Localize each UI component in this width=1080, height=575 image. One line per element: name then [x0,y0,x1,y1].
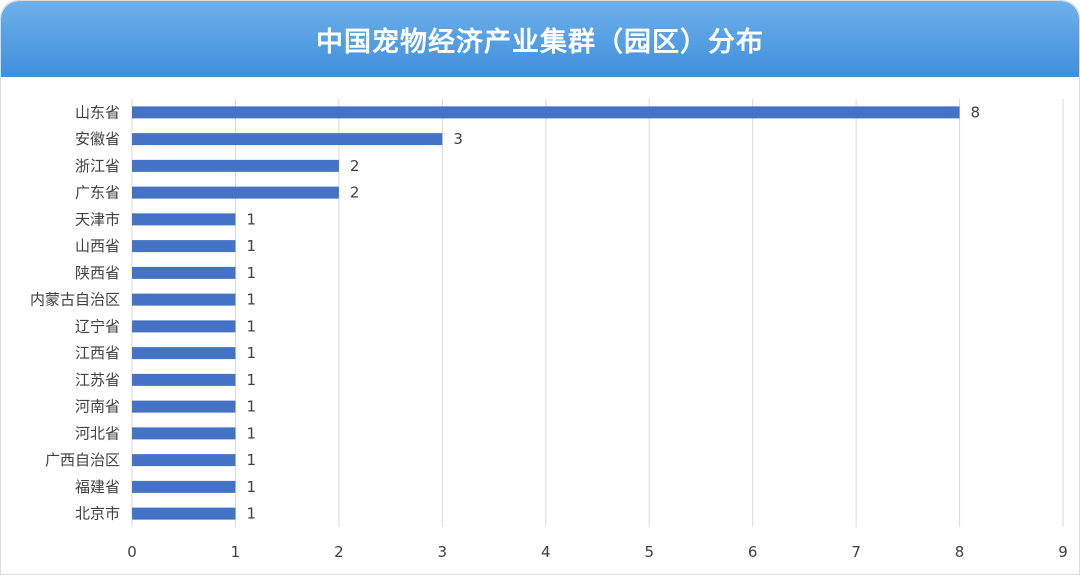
category-label: 广西自治区 [45,451,120,469]
category-label: 安徽省 [75,130,120,148]
bar [132,266,236,279]
x-tick-label: 7 [851,543,861,561]
category-label: 辽宁省 [75,317,120,335]
x-tick-label: 8 [955,543,965,561]
data-label: 1 [246,451,256,469]
category-label: 河北省 [75,424,120,442]
x-tick-label: 5 [644,543,654,561]
data-label: 1 [246,291,256,309]
bar [132,507,236,520]
x-tick-label: 2 [334,543,344,561]
category-label: 江苏省 [75,371,120,389]
category-label: 内蒙古自治区 [30,291,120,309]
bar [132,480,236,493]
bar [132,347,236,360]
data-label: 1 [246,237,256,255]
x-tick-label: 3 [438,543,448,561]
category-label: 陕西省 [75,264,120,282]
x-tick-label: 0 [127,543,137,561]
bar [132,373,236,386]
category-label: 广东省 [75,184,120,202]
category-labels: 山东省安徽省浙江省广东省天津市山西省陕西省内蒙古自治区辽宁省江西省江苏省河南省河… [30,103,120,522]
category-label: 山西省 [75,237,120,255]
data-label: 1 [246,344,256,362]
data-label: 1 [246,505,256,523]
bar [132,454,236,467]
category-label: 河南省 [75,398,120,416]
x-tick-label: 4 [541,543,551,561]
bar [132,400,236,413]
x-tick-label: 1 [231,543,241,561]
bar [132,320,236,333]
data-label: 3 [453,130,463,148]
bar [132,293,236,306]
data-label: 2 [350,184,360,202]
bar-chart: 0 1 2 3 4 5 6 7 8 9 山东省安徽省浙江省广东省天津市山西省陕西省内蒙古自治区辽宁… [30,99,1068,561]
data-label: 2 [350,157,360,175]
category-label: 北京市 [75,505,120,523]
chart-title: 中国宠物经济产业集群（园区）分布 [316,26,764,58]
data-label: 1 [246,398,256,416]
data-label: 1 [246,264,256,282]
category-label: 福建省 [75,478,120,496]
category-label: 江西省 [75,344,120,362]
x-tick-label: 6 [748,543,758,561]
bar [132,106,960,119]
bar [132,240,236,253]
data-label: 1 [246,371,256,389]
x-axis-labels: 0 1 2 3 4 5 6 7 8 9 [127,543,1068,561]
data-label: 1 [246,210,256,228]
data-label: 1 [246,317,256,335]
bar [132,186,339,199]
bar [132,427,236,440]
category-label: 浙江省 [75,157,120,175]
data-label: 1 [246,424,256,442]
bar [132,133,443,146]
bar [132,159,339,172]
category-label: 天津市 [75,210,120,228]
data-labels: 8 3 2 2 1 1 1 1 1 1 1 1 1 1 1 1 [246,103,980,522]
data-label: 8 [971,103,981,121]
x-tick-label: 9 [1058,543,1068,561]
category-label: 山东省 [75,103,120,121]
title-banner: 中国宠物经济产业集群（园区）分布 [1,1,1079,77]
bars [132,106,960,520]
bar [132,213,236,226]
data-label: 1 [246,478,256,496]
